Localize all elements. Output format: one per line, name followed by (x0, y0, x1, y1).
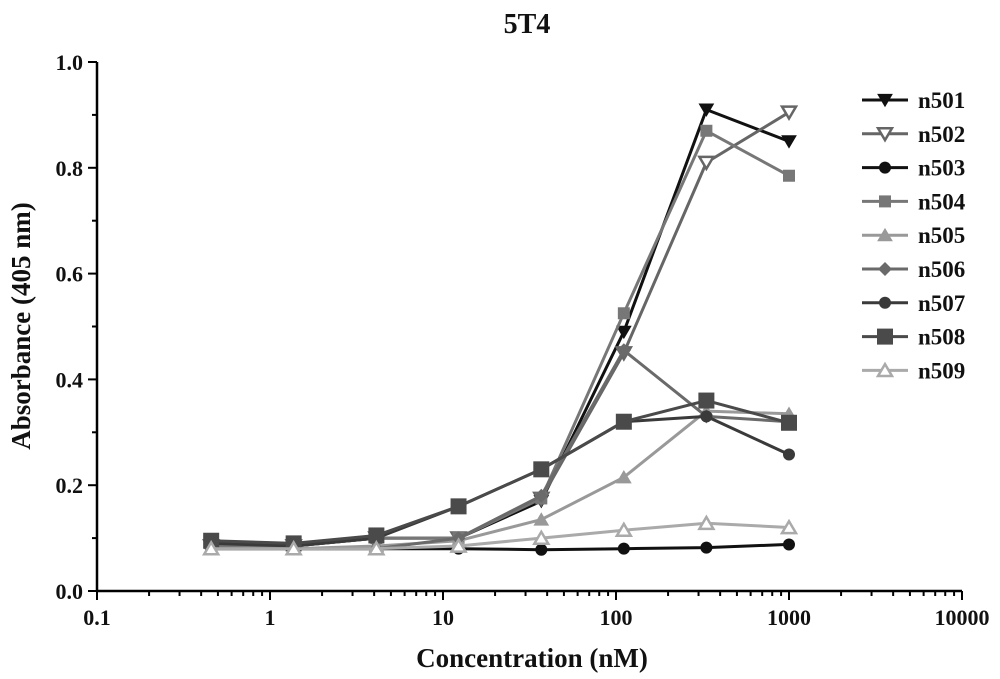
series-line-n504 (211, 131, 789, 546)
legend-marker (879, 162, 891, 174)
y-tick-label: 0.6 (56, 262, 84, 287)
data-point-n504 (618, 307, 630, 319)
legend: n501 n502 n503 n504 n505 n506 n507 n508 n509 (862, 88, 966, 383)
data-point-n501 (782, 136, 796, 148)
legend-item-n506: n506 (862, 257, 965, 282)
y-tick-label: 0.4 (56, 367, 84, 392)
data-point-n504 (783, 170, 795, 182)
legend-marker (878, 364, 892, 376)
legend-item-n501: n501 (862, 88, 965, 113)
x-axis-label: Concentration (nM) (416, 643, 648, 673)
legend-label: n505 (918, 223, 965, 248)
axes: 0.1 1 10 100 1000 10000 0.0 0.2 0.4 0.6 0.8 1.0 (56, 50, 990, 630)
data-point-n503 (535, 544, 547, 556)
data-point-n503 (700, 542, 712, 554)
legend-marker (878, 128, 892, 140)
data-point-n508 (451, 498, 467, 514)
data-point-n503 (618, 543, 630, 555)
legend-label: n504 (918, 189, 966, 214)
legend-marker (877, 329, 893, 345)
y-tick-label: 0.8 (56, 156, 84, 181)
y-axis-label: Absorbance (405 nm) (6, 202, 36, 450)
series-line-n502 (211, 112, 789, 546)
data-point-n508 (698, 393, 714, 409)
legend-label: n508 (918, 325, 965, 350)
legend-label: n509 (918, 358, 965, 383)
x-tick-label: 1 (265, 605, 276, 630)
legend-item-n503: n503 (862, 156, 965, 181)
legend-item-n507: n507 (862, 291, 965, 316)
data-point-n504 (700, 125, 712, 137)
legend-item-n505: n505 (862, 223, 965, 248)
legend-marker (879, 195, 891, 207)
legend-item-n509: n509 (862, 358, 965, 383)
y-tick-label: 0.2 (56, 473, 84, 498)
x-tick-label: 100 (600, 605, 633, 630)
x-tick-label: 0.1 (83, 605, 111, 630)
data-point-n508 (781, 415, 797, 431)
data-point-n508 (616, 414, 632, 430)
data-point-n503 (783, 538, 795, 550)
data-point-n509 (617, 524, 631, 536)
legend-item-n502: n502 (862, 122, 965, 147)
legend-item-n508: n508 (862, 325, 965, 350)
data-point-n509 (369, 542, 383, 554)
series-n502 (204, 107, 796, 553)
data-point-n509 (782, 521, 796, 533)
data-point-n508 (533, 461, 549, 477)
data-point-n509 (699, 517, 713, 529)
series-layer (203, 104, 797, 556)
chart-title: 5T4 (504, 9, 551, 40)
x-tick-label: 10 (432, 605, 454, 630)
x-tick-label: 1000 (767, 605, 811, 630)
y-tick-label: 0.0 (56, 579, 84, 604)
series-n501 (204, 104, 796, 552)
series-n505 (204, 405, 796, 554)
legend-label: n507 (918, 291, 965, 316)
legend-label: n506 (918, 257, 965, 282)
legend-label: n503 (918, 156, 965, 181)
legend-marker (879, 297, 891, 309)
data-point-n501 (617, 326, 631, 338)
data-point-n509 (534, 532, 548, 544)
legend-label: n501 (918, 88, 965, 113)
legend-label: n502 (918, 122, 965, 147)
data-point-n507 (700, 410, 712, 422)
data-point-n507 (783, 449, 795, 461)
data-point-n502 (699, 157, 713, 169)
legend-marker (878, 262, 892, 276)
data-point-n505 (534, 513, 548, 525)
y-tick-label: 1.0 (56, 50, 84, 75)
legend-item-n504: n504 (862, 189, 966, 214)
x-tick-label: 10000 (935, 605, 990, 630)
